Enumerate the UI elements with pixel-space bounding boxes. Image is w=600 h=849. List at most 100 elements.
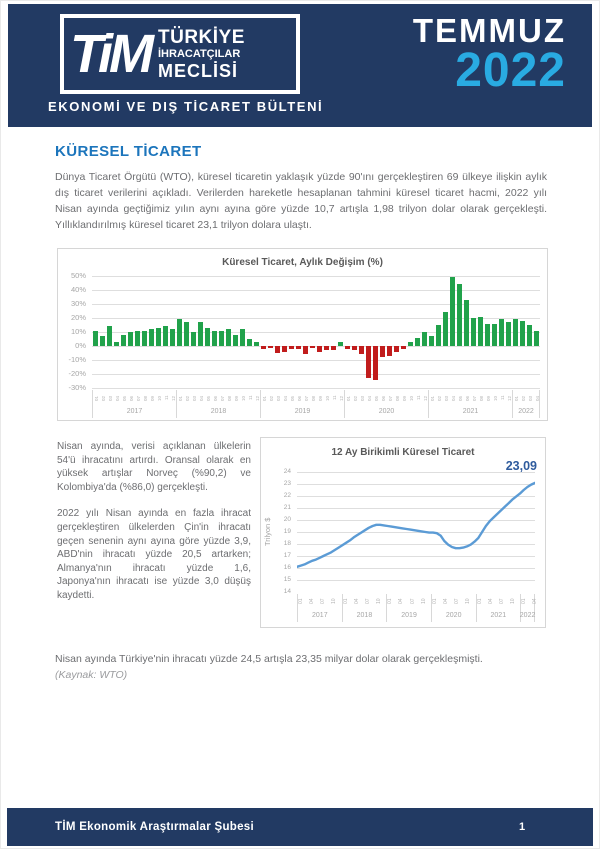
bar-negative bbox=[275, 346, 280, 353]
month-ticks-segment: 01 02 03 04 05 06 07 08 09 10 11 12 bbox=[176, 390, 260, 405]
bar-chart-title: Küresel Ticaret, Aylık Değişim (%) bbox=[222, 257, 383, 268]
page-title: KÜRESEL TİCARET bbox=[55, 143, 202, 160]
quarter-tick: 10 bbox=[376, 598, 383, 604]
quarter-tick: 10 bbox=[509, 598, 516, 604]
line-chart-svg bbox=[295, 472, 537, 593]
line-chart-annotation: 23,09 bbox=[505, 459, 537, 473]
quarter-tick: 04 bbox=[309, 598, 316, 604]
bar-negative bbox=[310, 346, 315, 348]
bar-negative bbox=[303, 346, 308, 355]
quarter-tick: 01 bbox=[342, 598, 349, 604]
bar-negative bbox=[324, 346, 329, 351]
quarter-tick: 07 bbox=[364, 598, 371, 604]
month-tick: 02 bbox=[269, 395, 274, 401]
month-tick: 09 bbox=[234, 395, 239, 401]
bar-negative bbox=[366, 346, 371, 379]
year-label: 2020 bbox=[344, 405, 428, 418]
quarter-ticks-segment: 01 04 07 10 bbox=[341, 594, 387, 609]
bar-negative bbox=[380, 346, 385, 358]
gridline bbox=[92, 304, 540, 305]
issue-month: TEMMUZ bbox=[412, 12, 566, 49]
tim-logo: TiM TÜRKİYE İHRACATÇILAR MECLİSİ bbox=[60, 14, 300, 94]
bar-positive bbox=[415, 337, 420, 346]
year-label: 2021 bbox=[475, 609, 521, 622]
quarter-tick: 01 bbox=[521, 598, 528, 604]
month-tick: 12 bbox=[423, 395, 428, 401]
y-axis-tick: 23 bbox=[283, 480, 291, 487]
month-tick: 11 bbox=[416, 395, 421, 400]
line-chart-year-axis: 2017 2018 2019 2020 2021 2022 bbox=[297, 609, 535, 622]
month-ticks-segment: 01 02 03 04 05 06 07 08 09 10 11 12 bbox=[428, 390, 512, 405]
month-tick: 05 bbox=[458, 395, 463, 401]
year-label: 2020 bbox=[430, 609, 476, 622]
month-tick: 08 bbox=[311, 395, 316, 401]
bar-positive bbox=[100, 336, 105, 346]
bar-positive bbox=[457, 284, 462, 346]
quarter-ticks-segment: 01 04 bbox=[520, 594, 539, 609]
month-tick: 07 bbox=[304, 395, 309, 401]
year-label: 2022 bbox=[512, 405, 540, 418]
bar-positive bbox=[499, 319, 504, 346]
y-axis-tick: 30% bbox=[70, 299, 86, 308]
month-ticks-segment: 01 02 03 04 05 06 07 08 09 10 11 12 bbox=[260, 390, 344, 405]
month-tick: 09 bbox=[318, 395, 323, 401]
gridline bbox=[92, 374, 540, 375]
month-tick: 02 bbox=[437, 395, 442, 401]
y-axis-tick: 19 bbox=[283, 528, 291, 535]
quarter-tick: 07 bbox=[454, 598, 461, 604]
closing-text: Nisan ayında Türkiye'nin ihracatı yüzde … bbox=[55, 653, 483, 665]
month-tick: 01 bbox=[94, 395, 99, 401]
bar-positive bbox=[107, 326, 112, 346]
trade-line-series bbox=[295, 481, 537, 569]
bar-negative bbox=[373, 346, 378, 380]
quarter-ticks-segment: 01 04 07 10 bbox=[475, 594, 521, 609]
month-ticks-segment: 01 02 03 04 bbox=[512, 390, 540, 405]
quarter-tick: 01 bbox=[298, 598, 304, 604]
bar-negative bbox=[394, 346, 399, 352]
bar-chart-plot bbox=[92, 276, 540, 389]
y-axis-tick: 15 bbox=[283, 576, 291, 583]
page-number: 1 bbox=[519, 821, 526, 833]
month-tick: 05 bbox=[290, 395, 295, 401]
month-tick: 04 bbox=[283, 395, 288, 401]
month-ticks-segment: 01 02 03 04 05 06 07 08 09 10 11 12 bbox=[344, 390, 428, 405]
month-tick: 06 bbox=[297, 395, 302, 401]
month-ticks-segment: 01 02 03 04 05 06 07 08 09 10 11 12 bbox=[92, 390, 176, 405]
month-tick: 04 bbox=[115, 395, 120, 401]
month-tick: 08 bbox=[395, 395, 400, 401]
y-axis-tick: 10% bbox=[70, 327, 86, 336]
y-axis-tick: 22 bbox=[283, 492, 291, 499]
bar-positive bbox=[128, 332, 133, 346]
intro-paragraph: Dünya Ticaret Örgütü (WTO), küresel tica… bbox=[55, 171, 547, 231]
footer: TİM Ekonomik Araştırmalar Şubesi 1 bbox=[7, 808, 593, 846]
month-tick: 03 bbox=[108, 395, 113, 401]
month-tick: 10 bbox=[241, 395, 246, 401]
quarter-tick: 04 bbox=[532, 598, 539, 604]
month-tick: 06 bbox=[213, 395, 218, 401]
bar-positive bbox=[408, 341, 413, 346]
bar-chart-y-axis: 50% 40% 30% 20% 10% 0% -10% -20% -30% bbox=[58, 271, 88, 392]
y-axis-tick: -10% bbox=[68, 355, 86, 364]
quarter-tick: 07 bbox=[409, 598, 416, 604]
closing-paragraph: Nisan ayında Türkiye'nin ihracatı yüzde … bbox=[55, 651, 547, 683]
month-tick: 03 bbox=[444, 395, 449, 401]
gridline bbox=[92, 346, 540, 347]
month-tick: 12 bbox=[339, 395, 344, 401]
month-tick: 12 bbox=[171, 395, 176, 401]
month-tick: 08 bbox=[479, 395, 484, 401]
y-axis-tick: 16 bbox=[283, 564, 291, 571]
year-label: 2017 bbox=[92, 405, 176, 418]
month-tick: 11 bbox=[164, 395, 169, 400]
bar-positive bbox=[114, 341, 119, 346]
y-axis-tick: 17 bbox=[283, 552, 291, 559]
bar-negative bbox=[289, 346, 294, 349]
year-label: 2018 bbox=[176, 405, 260, 418]
line-chart-title: 12 Ay Birikimli Küresel Ticaret bbox=[331, 447, 475, 458]
quarter-tick: 04 bbox=[487, 598, 494, 604]
bar-positive bbox=[485, 323, 490, 346]
month-tick: 05 bbox=[122, 395, 127, 401]
bar-negative bbox=[401, 346, 406, 349]
bar-positive bbox=[520, 320, 525, 346]
source-note: (Kaynak: WTO) bbox=[55, 669, 128, 681]
bar-positive bbox=[527, 325, 532, 346]
